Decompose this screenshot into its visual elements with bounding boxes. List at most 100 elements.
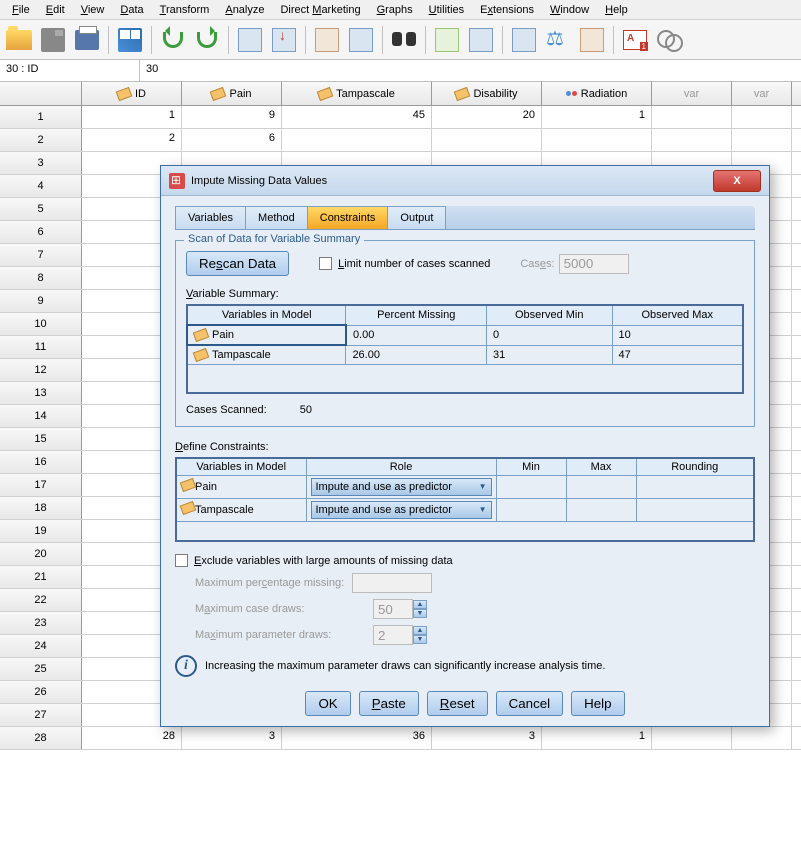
dc-h-var[interactable]: Variables in Model (176, 458, 306, 476)
row-header[interactable]: 5 (0, 198, 82, 220)
row-header[interactable]: 27 (0, 704, 82, 726)
vs-row[interactable]: Pain 0.00 0 10 (187, 325, 743, 345)
role-select[interactable]: Impute and use as predictor▼ (311, 478, 492, 496)
grid-cell[interactable] (732, 727, 792, 749)
row-header[interactable]: 14 (0, 405, 82, 427)
spin-up-icon[interactable]: ▲ (413, 600, 427, 609)
use-sets-icon[interactable] (654, 25, 684, 55)
row-header[interactable]: 21 (0, 566, 82, 588)
recall-dialog-icon[interactable] (115, 25, 145, 55)
role-select[interactable]: Impute and use as predictor▼ (311, 501, 492, 519)
dc-h-role[interactable]: Role (306, 458, 496, 476)
grid-cell[interactable]: 9 (182, 106, 282, 128)
row-header[interactable]: 26 (0, 681, 82, 703)
row-header[interactable]: 2 (0, 129, 82, 151)
menu-window[interactable]: Window (542, 2, 597, 18)
menu-data[interactable]: Data (112, 2, 151, 18)
grid-cell[interactable]: 1 (82, 106, 182, 128)
spin-down-icon[interactable]: ▼ (413, 609, 427, 618)
select-cases-icon[interactable] (577, 25, 607, 55)
menu-help[interactable]: Help (597, 2, 636, 18)
row-header[interactable]: 10 (0, 313, 82, 335)
goto-case-icon[interactable] (235, 25, 265, 55)
col-header-var[interactable]: var (652, 82, 732, 105)
vs-row[interactable]: Tampascale 26.00 31 47 (187, 345, 743, 365)
grid-cell[interactable]: 3 (182, 727, 282, 749)
goto-var-icon[interactable] (269, 25, 299, 55)
menu-view[interactable]: View (73, 2, 113, 18)
row-header[interactable]: 1 (0, 106, 82, 128)
dc-row[interactable]: Tampascale Impute and use as predictor▼ (176, 498, 754, 521)
grid-corner[interactable] (0, 82, 82, 105)
close-button[interactable]: X (713, 170, 761, 192)
grid-cell[interactable]: 28 (82, 727, 182, 749)
row-header[interactable]: 23 (0, 612, 82, 634)
max-param-spinner[interactable]: ▲▼ (373, 625, 427, 645)
row-header[interactable]: 12 (0, 359, 82, 381)
vs-h-min[interactable]: Observed Min (487, 305, 613, 325)
col-header-id[interactable]: ID (82, 82, 182, 105)
paste-button[interactable]: Paste (359, 691, 419, 716)
row-header[interactable]: 3 (0, 152, 82, 174)
row-header[interactable]: 4 (0, 175, 82, 197)
rescan-button[interactable]: Rescan Data (186, 251, 289, 276)
row-header[interactable]: 16 (0, 451, 82, 473)
variables-icon[interactable] (312, 25, 342, 55)
tab-constraints[interactable]: Constraints (307, 206, 389, 229)
col-header-var2[interactable]: var (732, 82, 792, 105)
value-labels-icon[interactable] (620, 25, 650, 55)
save-icon[interactable] (38, 25, 68, 55)
limit-cases-checkbox[interactable] (319, 257, 332, 270)
row-header[interactable]: 25 (0, 658, 82, 680)
grid-cell[interactable]: 36 (282, 727, 432, 749)
open-icon[interactable] (4, 25, 34, 55)
row-header[interactable]: 6 (0, 221, 82, 243)
grid-cell[interactable] (282, 129, 432, 151)
tab-output[interactable]: Output (387, 206, 446, 229)
tab-method[interactable]: Method (245, 206, 308, 229)
row-header[interactable]: 13 (0, 382, 82, 404)
reset-button[interactable]: Reset (427, 691, 488, 716)
row-header[interactable]: 8 (0, 267, 82, 289)
grid-cell[interactable]: 20 (432, 106, 542, 128)
row-header[interactable]: 18 (0, 497, 82, 519)
menu-utilities[interactable]: Utilities (421, 2, 472, 18)
redo-icon[interactable] (192, 25, 222, 55)
grid-cell[interactable]: 1 (542, 727, 652, 749)
col-header-radiation[interactable]: Radiation (542, 82, 652, 105)
grid-cell[interactable] (732, 129, 792, 151)
grid-cell[interactable] (432, 129, 542, 151)
menu-analyze[interactable]: Analyze (217, 2, 272, 18)
grid-cell[interactable] (652, 106, 732, 128)
row-header[interactable]: 24 (0, 635, 82, 657)
grid-cell[interactable] (732, 106, 792, 128)
grid-cell[interactable]: 2 (82, 129, 182, 151)
menu-transform[interactable]: Transform (152, 2, 218, 18)
cancel-button[interactable]: Cancel (496, 691, 564, 716)
row-header[interactable]: 17 (0, 474, 82, 496)
exclude-checkbox[interactable] (175, 554, 188, 567)
row-header[interactable]: 7 (0, 244, 82, 266)
grid-cell[interactable] (652, 727, 732, 749)
grid-cell[interactable] (652, 129, 732, 151)
col-header-tampascale[interactable]: Tampascale (282, 82, 432, 105)
row-header[interactable]: 11 (0, 336, 82, 358)
vs-h-var[interactable]: Variables in Model (187, 305, 346, 325)
dc-h-max[interactable]: Max (566, 458, 636, 476)
menu-file[interactable]: File (4, 2, 38, 18)
row-header[interactable]: 20 (0, 543, 82, 565)
row-header[interactable]: 22 (0, 589, 82, 611)
cell-value[interactable]: 30 (140, 60, 801, 81)
grid-cell[interactable]: 1 (542, 106, 652, 128)
grid-cell[interactable]: 45 (282, 106, 432, 128)
spin-down-icon[interactable]: ▼ (413, 635, 427, 644)
row-header[interactable]: 9 (0, 290, 82, 312)
dc-h-round[interactable]: Rounding (636, 458, 754, 476)
vs-row-empty[interactable] (187, 365, 743, 393)
cell-reference[interactable]: 30 : ID (0, 60, 140, 81)
row-header[interactable]: 28 (0, 727, 82, 749)
row-header[interactable]: 19 (0, 520, 82, 542)
row-header[interactable]: 15 (0, 428, 82, 450)
split-file-icon[interactable] (509, 25, 539, 55)
grid-cell[interactable]: 6 (182, 129, 282, 151)
